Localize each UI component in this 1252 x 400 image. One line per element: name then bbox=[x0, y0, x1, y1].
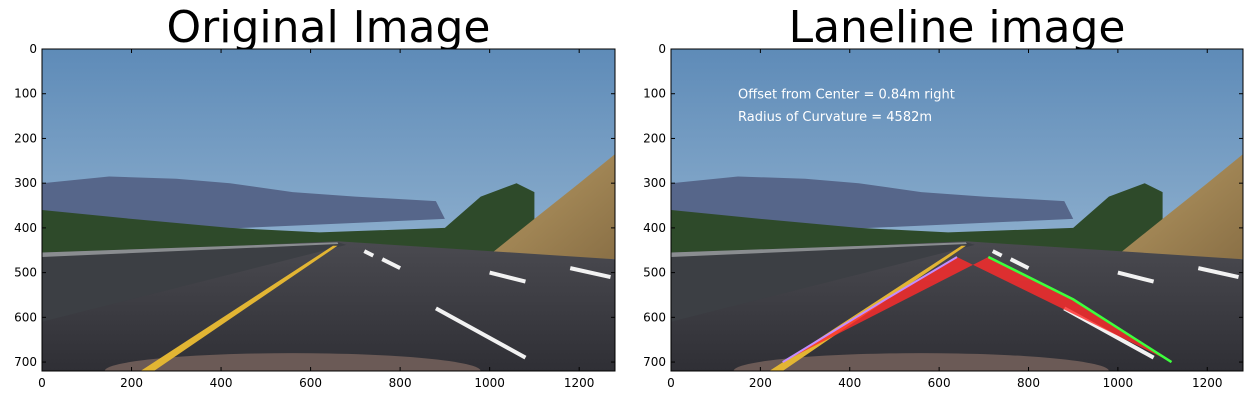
axes-frame bbox=[41, 48, 616, 372]
title-laneline: Laneline image bbox=[788, 2, 1126, 53]
tree-line bbox=[671, 183, 1163, 260]
x-tick-label: 1200 bbox=[564, 376, 595, 390]
x-tick-label: 200 bbox=[749, 376, 772, 390]
barrier bbox=[42, 242, 347, 322]
y-tick-label: 0 bbox=[658, 42, 666, 56]
white-lane-dash bbox=[434, 306, 527, 360]
white-lane-dash bbox=[991, 249, 1003, 258]
x-tick-label: 1000 bbox=[1103, 376, 1134, 390]
hillside bbox=[1117, 154, 1243, 260]
y-tick-label: 200 bbox=[643, 131, 666, 145]
x-tick-label: 800 bbox=[389, 376, 412, 390]
y-tick-label: 600 bbox=[14, 310, 37, 324]
y-tick-label: 400 bbox=[643, 221, 666, 235]
x-tick-label: 800 bbox=[1017, 376, 1040, 390]
y-tick-label: 200 bbox=[14, 131, 37, 145]
y-tick-label: 700 bbox=[14, 355, 37, 369]
x-tick-label: 200 bbox=[120, 376, 143, 390]
overlay-annotation: Offset from Center = 0.84m right bbox=[738, 88, 955, 103]
white-lane-dash bbox=[569, 266, 611, 280]
x-tick-label: 400 bbox=[838, 376, 861, 390]
laneline-image-panel: Offset from Center = 0.84m right Radius o… bbox=[643, 42, 1244, 390]
barrier-top bbox=[671, 242, 967, 257]
x-tick-label: 0 bbox=[667, 376, 675, 390]
y-tick-label: 100 bbox=[14, 87, 37, 101]
axes-frame bbox=[670, 48, 1244, 372]
white-lane-dash bbox=[1197, 266, 1239, 280]
white-lane-dash bbox=[489, 270, 526, 284]
white-lane-dash bbox=[1009, 257, 1030, 270]
hillside bbox=[489, 154, 615, 260]
x-tick-label: 1000 bbox=[474, 376, 505, 390]
white-lane-dash bbox=[363, 249, 375, 258]
y-tick-label: 700 bbox=[643, 355, 666, 369]
y-tick-label: 500 bbox=[643, 266, 666, 280]
y-tick-label: 300 bbox=[14, 176, 37, 190]
x-tick-label: 0 bbox=[38, 376, 46, 390]
scene bbox=[671, 49, 1243, 371]
overlay-annotation: Radius of Curvature = 4582m bbox=[738, 110, 932, 125]
car-hood bbox=[104, 353, 481, 371]
left-lane-fit bbox=[782, 256, 958, 363]
y-tick-label: 400 bbox=[14, 221, 37, 235]
tree-line bbox=[42, 183, 535, 260]
y-tick-label: 600 bbox=[643, 310, 666, 324]
white-lane-dash bbox=[1117, 270, 1155, 284]
y-tick-label: 500 bbox=[14, 266, 37, 280]
original-image-panel: 0 200 400 600 800 1000 1200 0 100 200 300 400 500 600… bbox=[14, 42, 616, 390]
scene bbox=[42, 49, 615, 371]
car-hood bbox=[733, 353, 1109, 371]
title-original: Original Image bbox=[166, 2, 491, 53]
y-tick-label: 300 bbox=[643, 176, 666, 190]
x-tick-label: 600 bbox=[299, 376, 322, 390]
barrier bbox=[671, 242, 975, 322]
x-tick-label: 1200 bbox=[1192, 376, 1223, 390]
x-tick-label: 400 bbox=[210, 376, 233, 390]
y-tick-label: 0 bbox=[29, 42, 37, 56]
right-lane-fit bbox=[987, 255, 1173, 364]
yellow-lane-line bbox=[140, 245, 338, 371]
y-tick-label: 100 bbox=[643, 87, 666, 101]
x-tick-label: 600 bbox=[928, 376, 951, 390]
white-lane-dash bbox=[381, 257, 402, 270]
barrier-top bbox=[42, 242, 339, 257]
